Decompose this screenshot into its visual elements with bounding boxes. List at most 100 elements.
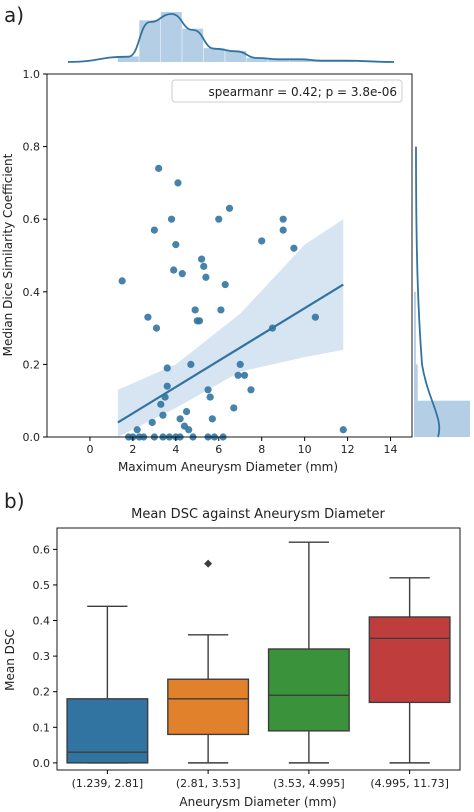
scatter-point xyxy=(178,270,186,278)
top-hist-bar xyxy=(246,57,268,62)
top-kde-curve xyxy=(67,13,395,63)
boxplot-title: Mean DSC against Aneurysm Diameter xyxy=(131,507,385,522)
scatter-point xyxy=(221,280,229,289)
scatter-point xyxy=(191,306,199,314)
scatter-point xyxy=(185,426,193,434)
annotation-frame xyxy=(171,79,403,103)
top-hist-bar xyxy=(182,28,204,63)
scatter-point xyxy=(195,317,204,325)
boxplot-axes xyxy=(56,527,461,771)
scatter-point xyxy=(247,386,255,394)
right-hist-bar xyxy=(414,309,416,329)
scatter-point xyxy=(215,215,223,223)
boxplot-xlabel: Aneurysm Diameter (mm) xyxy=(179,795,336,809)
panel-label-b: b) xyxy=(4,489,25,513)
scatter-point xyxy=(217,306,225,314)
scatter-point xyxy=(236,360,244,368)
right-hist-bar xyxy=(414,291,416,310)
scatter-ylabel: Median Dice Similarity Coefficient xyxy=(1,153,15,356)
box-y-tick-label: 0.1 xyxy=(33,721,51,734)
scatter-point xyxy=(176,415,184,423)
top-hist-bar xyxy=(203,48,225,62)
scatter-point xyxy=(163,364,171,372)
top-marginal-histogram xyxy=(67,12,395,63)
regression-confidence-band xyxy=(117,219,344,437)
scatter-point xyxy=(167,215,176,223)
spearman-annotation: spearmanr = 0.42; p = 3.8e-06 xyxy=(171,79,403,103)
scatter-axes xyxy=(46,73,413,438)
box-x-tick-label: (2.81, 3.53] xyxy=(176,777,241,790)
scatter-point xyxy=(182,407,191,416)
top-hist-bar xyxy=(160,12,182,62)
scatter-xlabel: Maximum Aneurysm Diameter (mm) xyxy=(118,460,338,474)
scatter-point xyxy=(170,266,178,274)
scatter-point xyxy=(240,371,249,379)
scatter-point xyxy=(197,255,206,263)
x-tick-label: 0 xyxy=(86,443,93,456)
top-hist-bar xyxy=(117,56,139,62)
box-x-tick-label: (1.239, 2.81] xyxy=(72,777,144,790)
scatter-point xyxy=(202,273,210,281)
scatter-point xyxy=(172,241,180,249)
regression-line-path xyxy=(117,283,344,424)
boxplot-ticks: 0.0 0.1 0.2 0.3 0.4 0.5 0.6 (1.239, 2.81] (2.81,… xyxy=(33,543,449,790)
scatter-point xyxy=(206,393,214,401)
scatter-point xyxy=(155,164,163,172)
boxplot-frame xyxy=(56,527,461,771)
x-tick-label: 6 xyxy=(215,443,222,456)
scatter-point xyxy=(279,226,287,234)
ci-band-area xyxy=(117,219,344,437)
scatter-point xyxy=(118,277,126,285)
scatter-point xyxy=(258,237,266,245)
scatter-point xyxy=(200,262,208,270)
scatter-point xyxy=(230,404,238,412)
boxplot-ylabel: Mean DSC xyxy=(3,629,17,691)
box-y-tick-label: 0.6 xyxy=(33,543,51,556)
scatter-point xyxy=(148,418,156,427)
box-body xyxy=(368,616,451,704)
scatter-point xyxy=(339,426,347,434)
top-hist-bar xyxy=(139,20,161,62)
y-tick-label: 0.8 xyxy=(23,141,41,154)
scatter-point xyxy=(225,204,234,212)
y-tick-label: 0.2 xyxy=(23,358,41,371)
y-tick-label: 0.4 xyxy=(23,286,41,299)
box-body xyxy=(167,678,250,736)
box-y-tick-label: 0.4 xyxy=(33,615,51,628)
scatter-point xyxy=(150,226,158,234)
box-x-tick-label: (3.53, 4.995] xyxy=(273,777,345,790)
y-tick-label: 0.6 xyxy=(23,213,41,226)
box-x-tick-label: (4.995, 11.73] xyxy=(370,777,449,790)
top-hist-bar xyxy=(268,59,290,62)
x-tick-label: 8 xyxy=(258,443,265,456)
x-tick-label: 12 xyxy=(341,443,355,456)
outlier-marker xyxy=(204,559,213,568)
scatter-point xyxy=(208,415,216,423)
scatter-ticks: 0 2 4 6 8 10 12 14 0.0 0.2 0.4 0.6 0.8 1.0 xyxy=(23,68,398,456)
right-hist-bar xyxy=(414,364,418,401)
box-body xyxy=(267,648,350,732)
y-tick-label: 1.0 xyxy=(23,68,41,81)
annotation-text: spearmanr = 0.42; p = 3.8e-06 xyxy=(208,85,397,99)
right-marginal-histogram xyxy=(414,146,470,438)
x-tick-label: 2 xyxy=(129,443,136,456)
scatter-point xyxy=(144,313,152,321)
scatter-point xyxy=(204,386,212,394)
right-kde-curve xyxy=(415,146,441,438)
x-tick-label: 14 xyxy=(384,443,398,456)
box-y-tick-label: 0.2 xyxy=(33,686,51,699)
scatter-point xyxy=(157,400,165,408)
top-hist-bar xyxy=(289,59,311,62)
right-hist-bar xyxy=(414,328,416,365)
scatter-point xyxy=(187,360,195,368)
y-tick-label: 0.0 xyxy=(23,431,41,444)
box-y-tick-label: 0.5 xyxy=(33,579,51,592)
scatter-frame xyxy=(46,73,413,438)
boxplot-boxes xyxy=(66,541,451,764)
scatter-point xyxy=(234,371,242,379)
scatter-point xyxy=(159,411,167,419)
scatter-point xyxy=(290,244,298,252)
scatter-point xyxy=(152,324,161,332)
box-y-tick-label: 0.3 xyxy=(33,650,51,663)
